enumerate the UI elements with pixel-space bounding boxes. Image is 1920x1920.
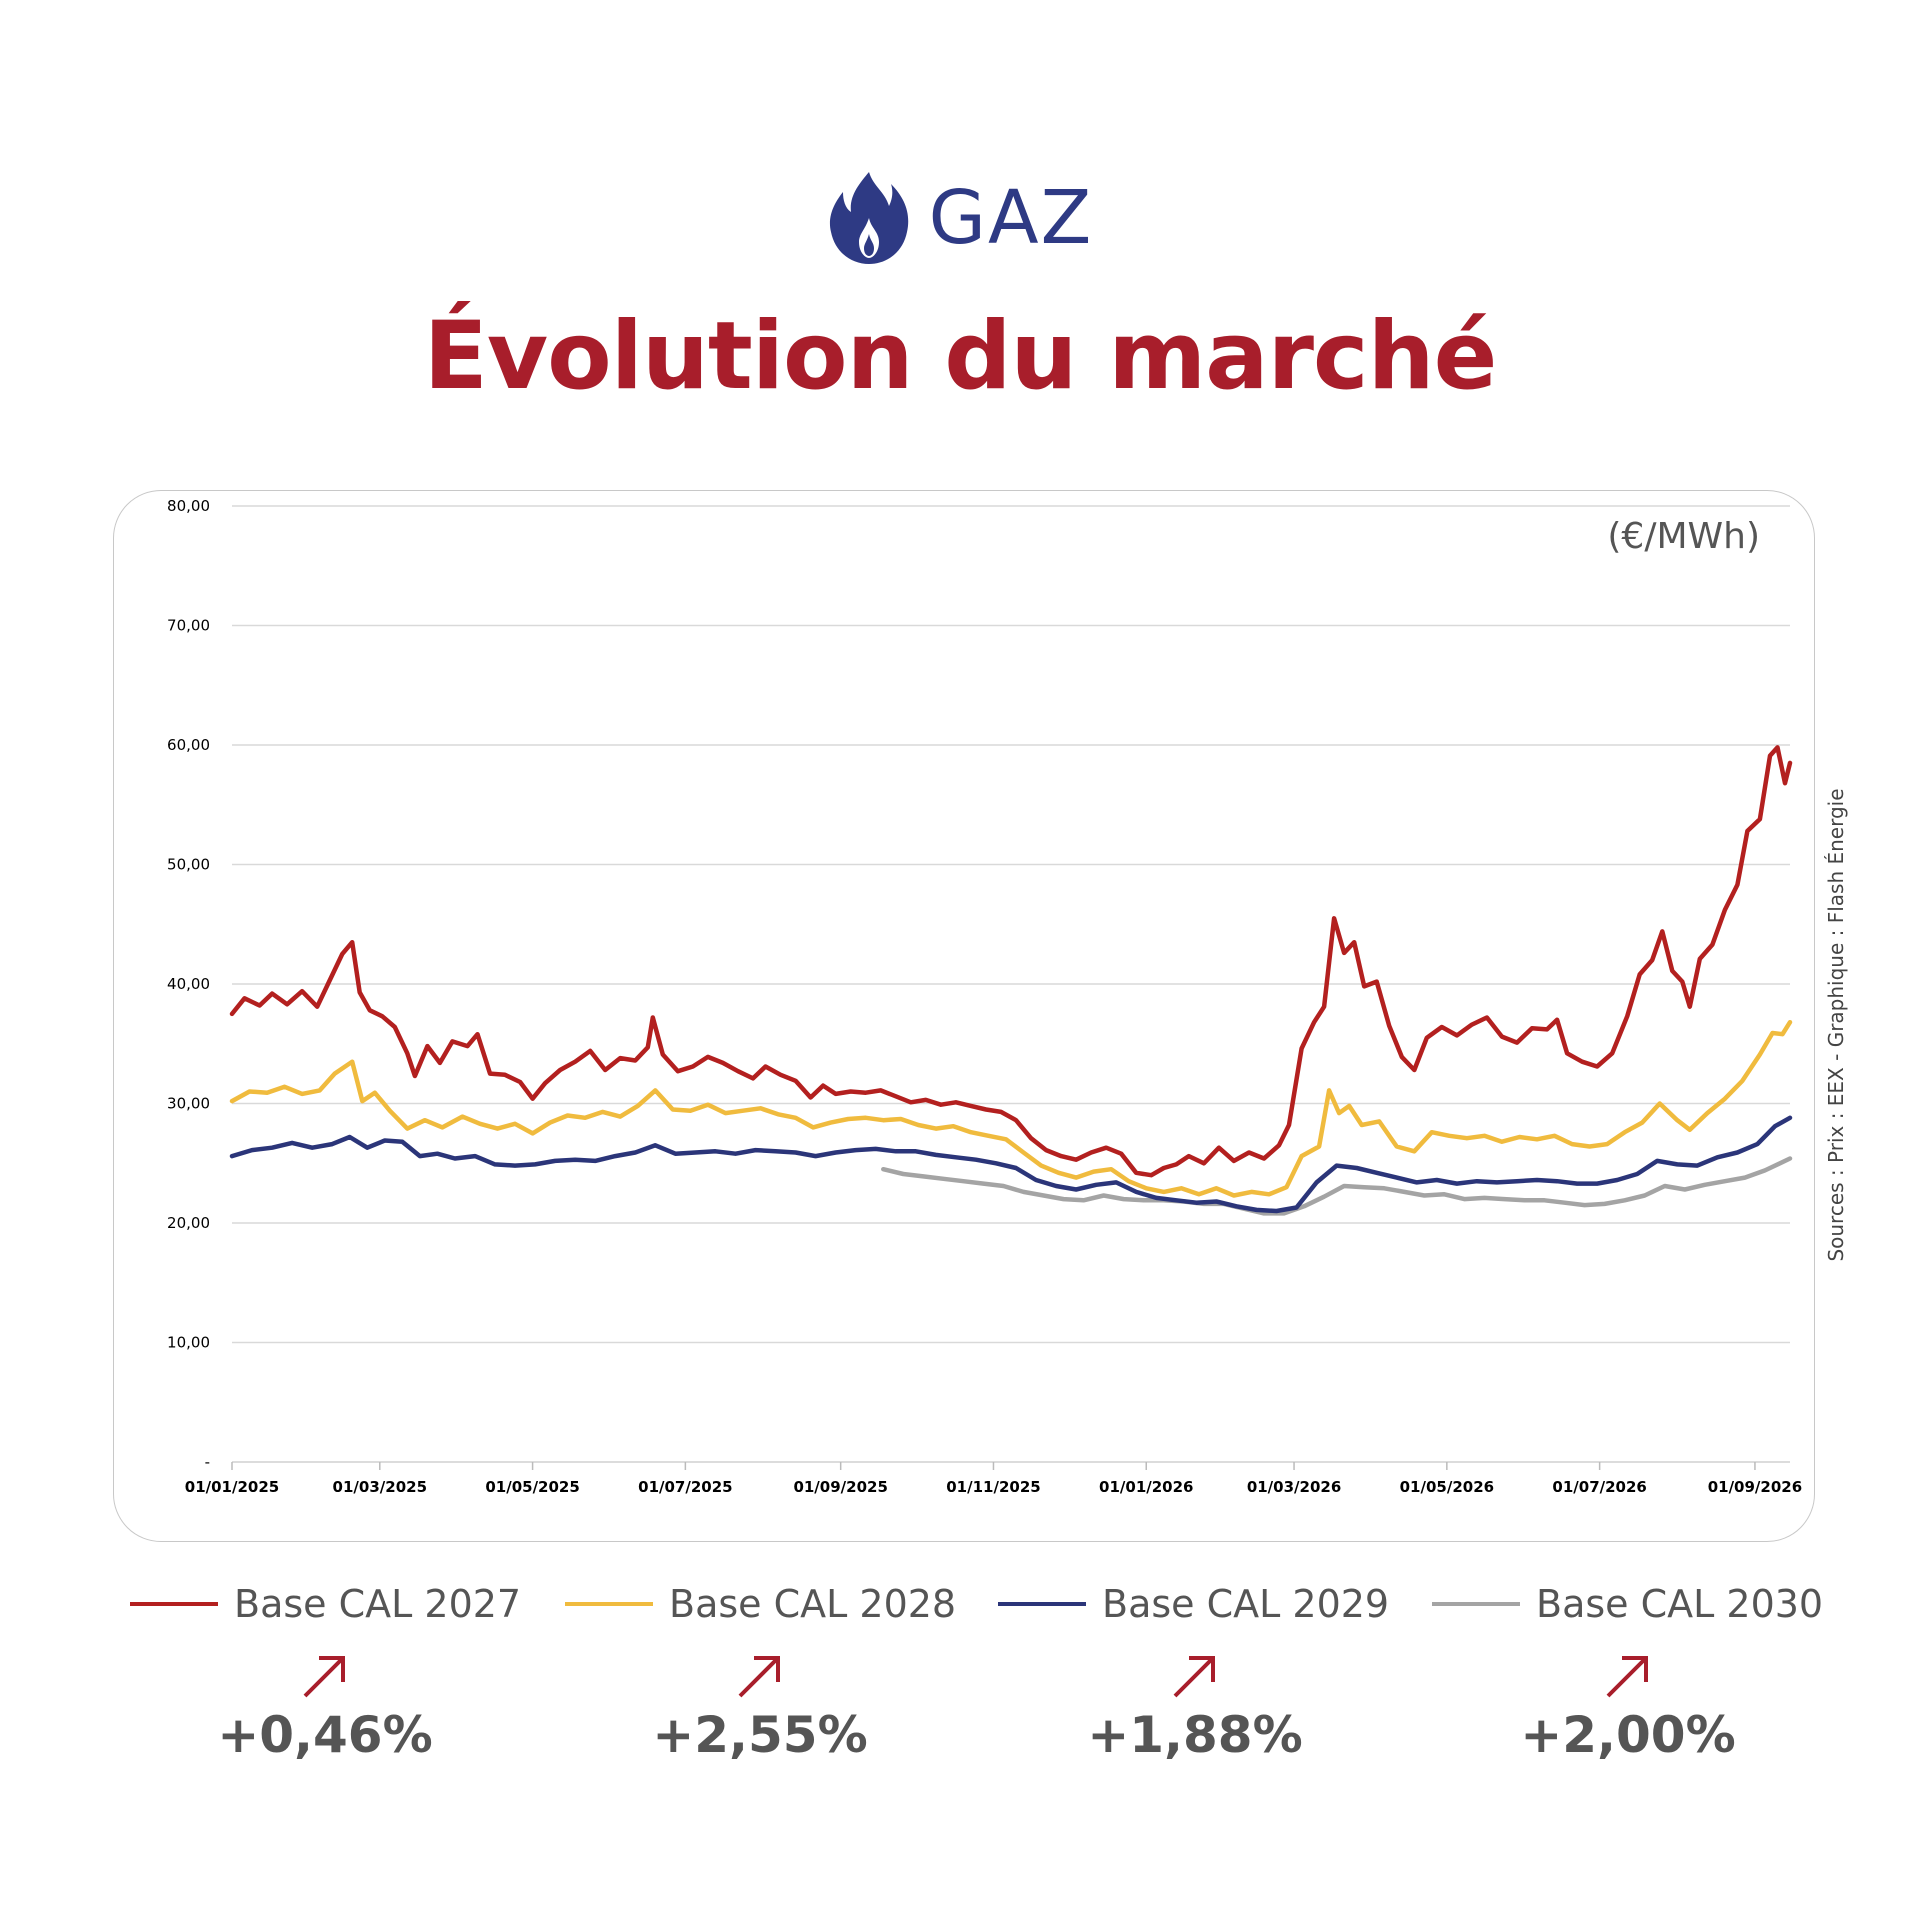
legend-swatch — [998, 1602, 1086, 1606]
change-value: +2,00% — [1520, 1706, 1736, 1764]
change-cal-2028: +2,55% — [610, 1650, 910, 1764]
category-label: GAZ — [928, 175, 1094, 261]
legend-label: Base CAL 2029 — [1102, 1582, 1390, 1626]
page-title: Évolution du marché — [423, 302, 1498, 411]
legend-swatch — [130, 1602, 218, 1606]
legend-item-cal-2028: Base CAL 2028 — [565, 1582, 956, 1626]
change-value: +2,55% — [652, 1706, 868, 1764]
legend-swatch — [1432, 1602, 1520, 1606]
change-summary: +0,46% +2,55% +1,88% +2,00% — [0, 1650, 1920, 1780]
arrow-up-right-icon — [1606, 1656, 1648, 1698]
change-value: +1,88% — [1087, 1706, 1303, 1764]
change-cal-2029: +1,88% — [1045, 1650, 1345, 1764]
legend-item-cal-2027: Base CAL 2027 — [130, 1582, 521, 1626]
unit-label: (€/MWh) — [1607, 516, 1760, 557]
header: GAZ — [0, 170, 1920, 266]
change-cal-2030: +2,00% — [1478, 1650, 1778, 1764]
legend-swatch — [565, 1602, 653, 1606]
source-note: Sources : Prix : EEX - Graphique : Flash… — [1824, 788, 1848, 1262]
change-cal-2027: +0,46% — [175, 1650, 475, 1764]
legend-item-cal-2029: Base CAL 2029 — [998, 1582, 1389, 1626]
legend: Base CAL 2027 Base CAL 2028 Base CAL 202… — [130, 1582, 1823, 1642]
legend-item-cal-2030: Base CAL 2030 — [1432, 1582, 1823, 1626]
chart-frame — [113, 490, 1815, 1542]
arrow-up-right-icon — [1173, 1656, 1215, 1698]
legend-label: Base CAL 2030 — [1536, 1582, 1824, 1626]
change-value: +0,46% — [217, 1706, 433, 1764]
legend-label: Base CAL 2028 — [669, 1582, 957, 1626]
flame-icon — [829, 172, 908, 264]
arrow-up-right-icon — [738, 1656, 780, 1698]
legend-label: Base CAL 2027 — [234, 1582, 522, 1626]
arrow-up-right-icon — [303, 1656, 345, 1698]
